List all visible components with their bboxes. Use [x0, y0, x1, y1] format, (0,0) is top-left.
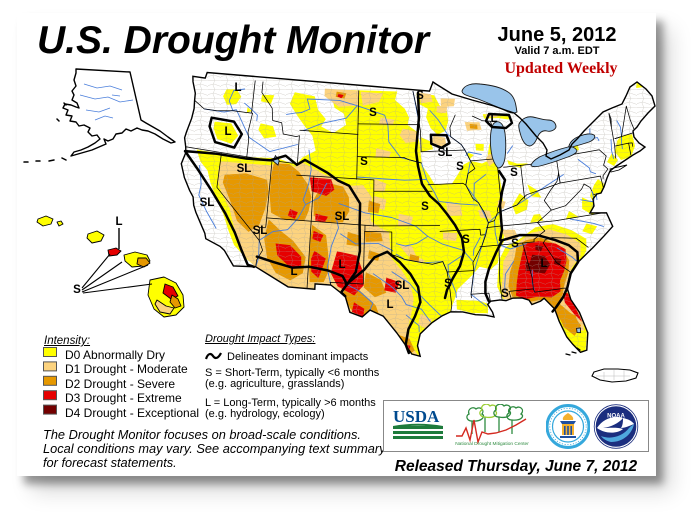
svg-text:S: S	[501, 288, 509, 300]
svg-text:S: S	[369, 107, 377, 119]
svg-text:L: L	[290, 266, 297, 278]
svg-text:S: S	[510, 167, 518, 179]
svg-text:SL: SL	[395, 280, 410, 292]
svg-text:L: L	[234, 82, 241, 94]
svg-text:S: S	[73, 284, 81, 296]
svg-text:S: S	[456, 161, 464, 173]
svg-text:L: L	[224, 126, 231, 138]
svg-text:L: L	[115, 216, 122, 228]
svg-text:L: L	[490, 113, 497, 125]
svg-text:L: L	[338, 259, 345, 271]
svg-text:SL: SL	[237, 163, 252, 175]
svg-text:NOAA: NOAA	[607, 414, 625, 420]
svg-text:L: L	[386, 299, 393, 311]
svg-text:SL: SL	[438, 147, 453, 159]
svg-text:National Drought Mitigation Ce: National Drought Mitigation Center	[455, 441, 529, 447]
svg-text:S: S	[511, 238, 519, 250]
svg-text:L: L	[540, 258, 547, 270]
svg-text:S: S	[444, 278, 452, 290]
svg-text:SL: SL	[335, 211, 350, 223]
svg-text:S: S	[416, 90, 424, 102]
svg-text:SL: SL	[200, 197, 215, 209]
svg-text:S: S	[421, 201, 429, 213]
svg-text:S: S	[462, 234, 470, 246]
svg-text:USDA: USDA	[393, 407, 440, 426]
svg-text:S: S	[360, 156, 368, 168]
svg-text:SL: SL	[253, 225, 268, 237]
